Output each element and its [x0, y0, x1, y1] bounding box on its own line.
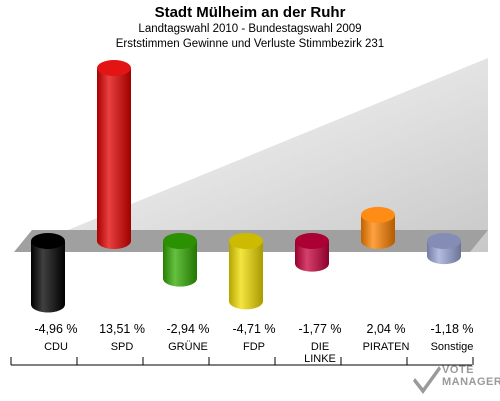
bar-cdu [31, 233, 65, 313]
bar-cap [163, 233, 197, 249]
chart-header: Stadt Mülheim an der Ruhr Landtagswahl 2… [0, 4, 500, 52]
checkmark-logo-icon [413, 366, 441, 394]
category-label: CDU [44, 341, 68, 353]
votemanager-logo: VOTE MANAGER [412, 362, 500, 396]
category-label: GRÜNE [168, 341, 208, 353]
bar-body [295, 241, 329, 272]
bar-sonstige [427, 233, 461, 265]
bar-piraten [361, 206, 395, 249]
chart-title: Stadt Mülheim an der Ruhr [154, 4, 346, 21]
category-label: DIE LINKE [304, 341, 336, 365]
value-label: -2,94 % [166, 322, 209, 336]
value-label: -1,18 % [430, 322, 473, 336]
bar-spd [97, 60, 131, 249]
chart-subtitle-district: Erststimmen Gewinne und Verluste Stimmbe… [115, 38, 385, 50]
bar-cap [427, 233, 461, 249]
category-label: FDP [243, 341, 265, 353]
bar-body [229, 241, 263, 310]
bar-body [361, 214, 395, 249]
bar-grüne [163, 233, 197, 287]
logo-line-manager: MANAGER [442, 376, 500, 388]
value-label: -1,77 % [298, 322, 341, 336]
logo-wordmark: VOTE MANAGER [442, 364, 500, 388]
value-label: 2,04 % [367, 322, 406, 336]
value-label: 13,51 % [99, 322, 145, 336]
bar-cap [31, 233, 65, 249]
value-label: -4,71 % [232, 322, 275, 336]
bar-die-linke [295, 233, 329, 272]
bar-cap [97, 60, 131, 76]
category-label: Sonstige [431, 341, 474, 353]
bar-body [163, 241, 197, 287]
bar-body [97, 68, 131, 249]
value-label: -4,96 % [34, 322, 77, 336]
category-label: PIRATEN [363, 341, 410, 353]
category-label: SPD [111, 341, 134, 353]
chart-subtitle-election: Landtagswahl 2010 - Bundestagswahl 2009 [138, 23, 362, 35]
bar-body [31, 241, 65, 313]
chart-wall [14, 58, 488, 252]
bar-fdp [229, 233, 263, 310]
logo-line-vote: VOTE [442, 364, 474, 376]
bar-cap [229, 233, 263, 249]
bar-cap [361, 206, 395, 223]
bar-cap [295, 233, 329, 249]
